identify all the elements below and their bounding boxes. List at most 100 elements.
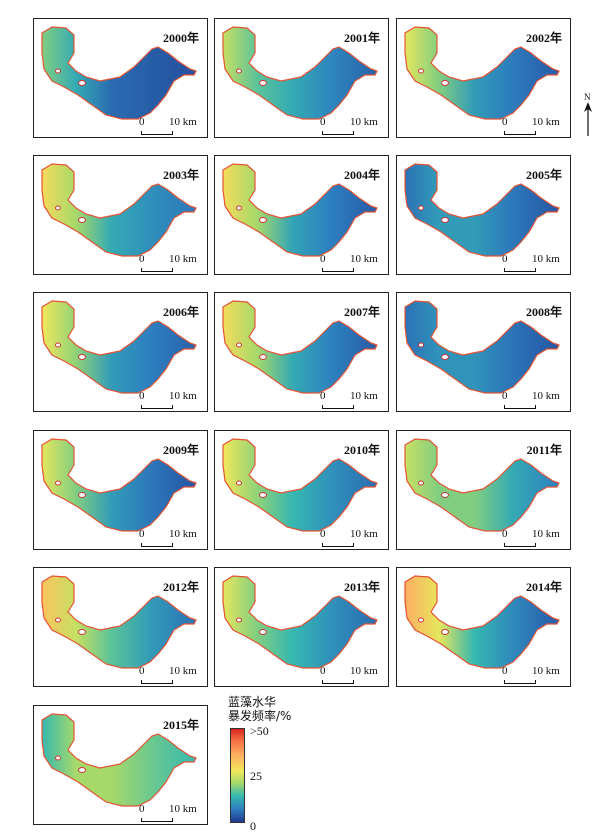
lake-map: [222, 575, 378, 669]
lake-area: [41, 300, 197, 394]
scale-line: [504, 680, 536, 684]
lake-map: [404, 575, 560, 669]
scale-line: [141, 818, 173, 822]
north-arrow: N: [582, 92, 593, 138]
scale-zero-label: 0: [320, 390, 326, 402]
legend-min-label: 0: [250, 819, 256, 833]
lake-map: [222, 300, 378, 394]
scale-distance-label: 10 km: [169, 803, 197, 815]
scale-zero-label: 0: [320, 116, 326, 128]
lake-area: [41, 163, 197, 257]
map-panel: 2006年 0 10 km: [33, 292, 208, 412]
scale-distance-label: 10 km: [350, 116, 378, 128]
scale-bar: 0 10 km: [139, 528, 201, 547]
scale-zero-label: 0: [502, 116, 508, 128]
north-label: N: [584, 92, 591, 102]
year-label: 2003年: [162, 168, 199, 182]
island-marker: [55, 480, 61, 486]
island-marker: [78, 492, 86, 498]
scale-zero-label: 0: [139, 528, 145, 540]
scale-zero-label: 0: [139, 803, 145, 815]
map-panel: 2007年 0 10 km: [214, 292, 389, 412]
scale-bar: 0 10 km: [320, 253, 382, 272]
island-marker: [78, 354, 86, 360]
scale-distance-label: 10 km: [169, 528, 197, 540]
scale-bar: 0 10 km: [320, 116, 382, 135]
scale-line: [141, 680, 173, 684]
scale-zero-label: 0: [139, 665, 145, 677]
scale-bar: 0 10 km: [139, 803, 201, 822]
scale-bar: 0 10 km: [139, 665, 201, 684]
map-panel: 2009年 0 10 km: [33, 430, 208, 550]
scale-distance-label: 10 km: [350, 390, 378, 402]
island-marker: [441, 629, 449, 635]
map-panel: 2008年 0 10 km: [396, 292, 571, 412]
scale-line: [322, 405, 354, 409]
scale-distance-label: 10 km: [532, 390, 560, 402]
scale-bar: 0 10 km: [320, 390, 382, 409]
scale-bar: 0 10 km: [502, 253, 564, 272]
island-marker: [78, 629, 86, 635]
island-marker: [236, 205, 242, 211]
lake-map: [222, 163, 378, 257]
scale-zero-label: 0: [139, 116, 145, 128]
island-marker: [78, 767, 86, 773]
island-marker: [418, 617, 424, 623]
island-marker: [441, 354, 449, 360]
legend-title-line1: 蓝藻水华: [228, 695, 277, 709]
lake-area: [404, 438, 560, 532]
lake-map: [41, 163, 197, 257]
color-legend: 蓝藻水华 暴发频率/% >50 25 0: [228, 695, 338, 836]
island-marker: [236, 68, 242, 74]
lake-map: [41, 438, 197, 532]
scale-line: [141, 543, 173, 547]
scale-bar: 0 10 km: [502, 390, 564, 409]
scale-line: [504, 543, 536, 547]
island-marker: [259, 492, 267, 498]
scale-zero-label: 0: [139, 390, 145, 402]
lake-map: [404, 300, 560, 394]
lake-map: [222, 438, 378, 532]
scale-bar: 0 10 km: [502, 528, 564, 547]
lake-map: [41, 300, 197, 394]
north-arrow-icon: [584, 102, 592, 136]
scale-line: [141, 405, 173, 409]
scale-line: [141, 268, 173, 272]
island-marker: [418, 68, 424, 74]
scale-bar: 0 10 km: [320, 528, 382, 547]
lake-area: [222, 438, 378, 532]
scale-line: [504, 131, 536, 135]
island-marker: [259, 354, 267, 360]
year-label: 2015年: [162, 718, 199, 732]
year-label: 2001年: [343, 31, 380, 45]
island-marker: [418, 480, 424, 486]
lake-map: [41, 575, 197, 669]
map-panel: 2012年 0 10 km: [33, 567, 208, 687]
island-marker: [236, 480, 242, 486]
island-marker: [418, 205, 424, 211]
scale-zero-label: 0: [502, 528, 508, 540]
scale-distance-label: 10 km: [350, 665, 378, 677]
scale-line: [504, 405, 536, 409]
island-marker: [418, 342, 424, 348]
year-label: 2009年: [162, 443, 199, 457]
scale-bar: 0 10 km: [502, 116, 564, 135]
scale-bar: 0 10 km: [139, 253, 201, 272]
scale-line: [322, 131, 354, 135]
year-label: 2010年: [343, 443, 380, 457]
year-label: 2005年: [525, 168, 562, 182]
lake-area: [41, 575, 197, 669]
scale-line: [504, 268, 536, 272]
island-marker: [236, 342, 242, 348]
year-label: 2008年: [525, 305, 562, 319]
island-marker: [78, 80, 86, 86]
lake-area: [41, 438, 197, 532]
island-marker: [259, 80, 267, 86]
lake-area: [404, 575, 560, 669]
scale-distance-label: 10 km: [169, 390, 197, 402]
scale-line: [322, 268, 354, 272]
scale-bar: 0 10 km: [139, 116, 201, 135]
year-label: 2011年: [526, 443, 562, 457]
map-panel: 2014年 0 10 km: [396, 567, 571, 687]
